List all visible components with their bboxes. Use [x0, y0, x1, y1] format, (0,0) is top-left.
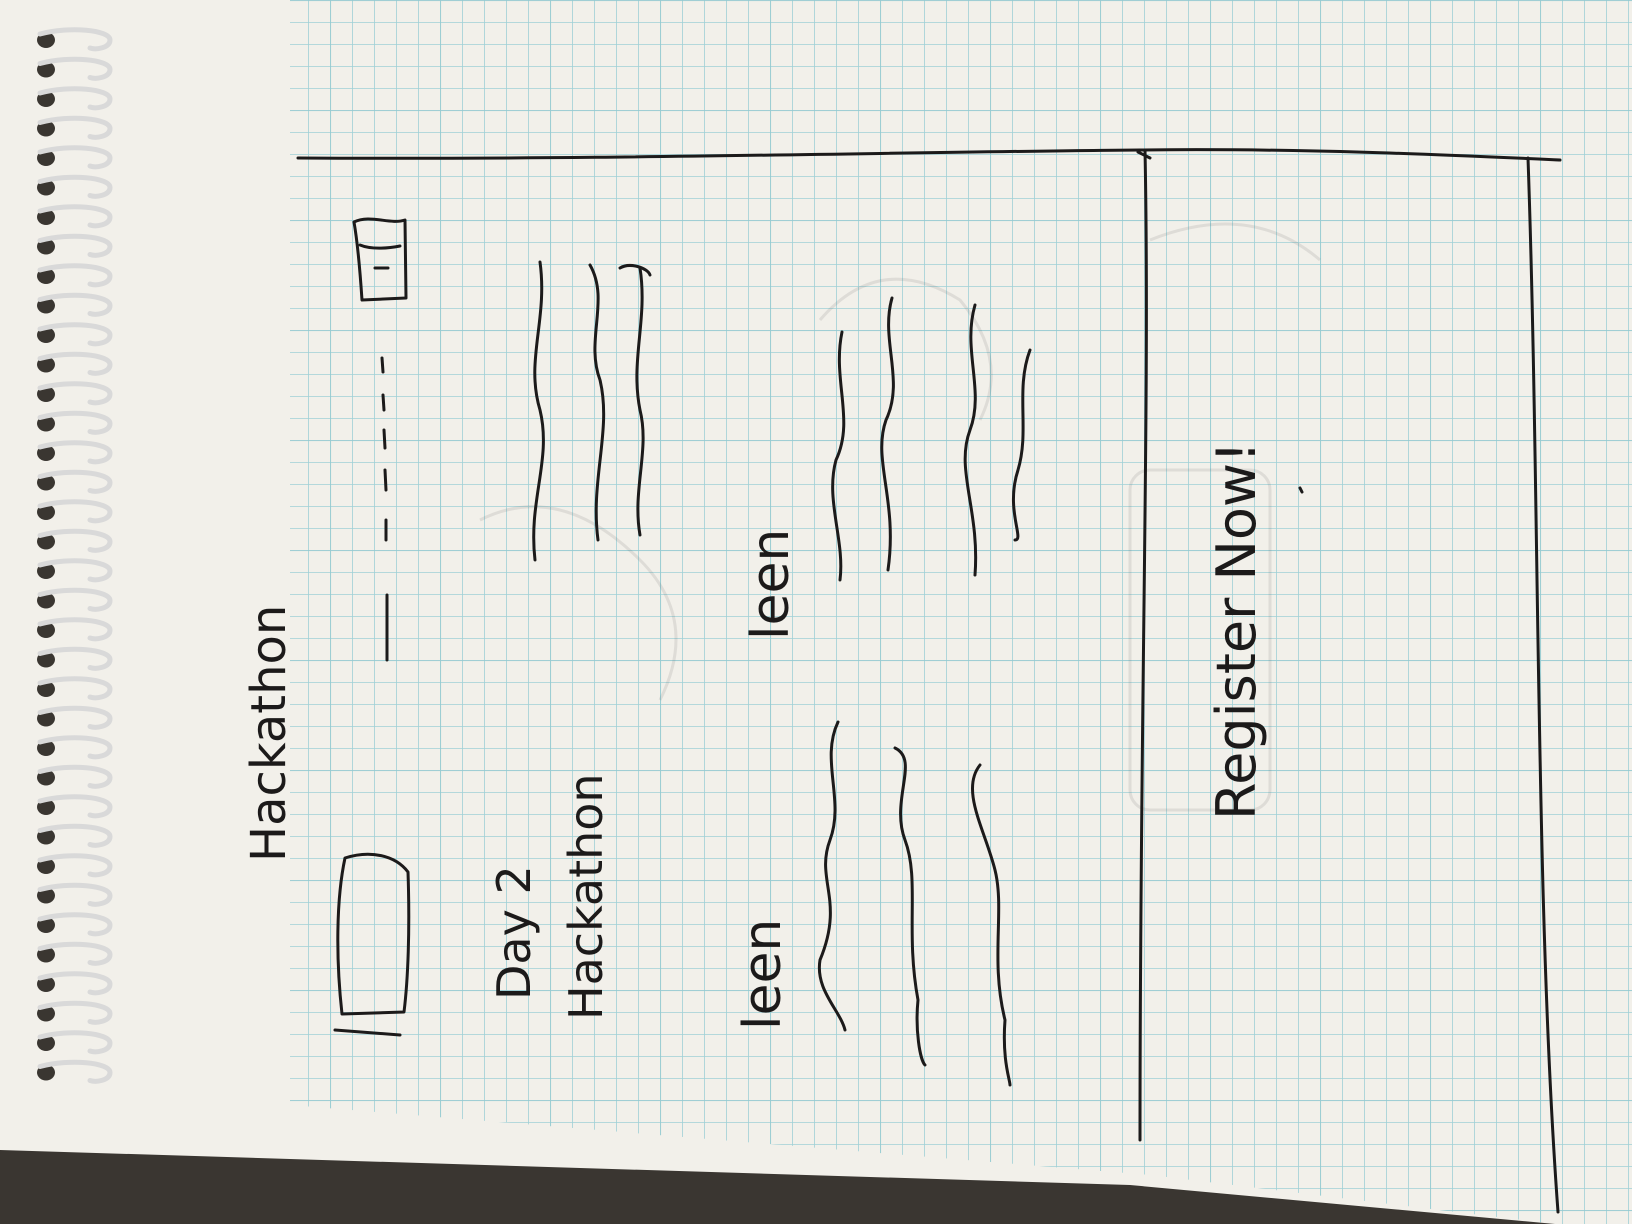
card-left-lines: [817, 720, 1012, 1087]
binding-coil: [37, 263, 113, 288]
binding-coil: [37, 1030, 113, 1055]
binding-coil: [37, 292, 113, 317]
binding-coil: [37, 1000, 113, 1025]
page-edge-line: [1526, 156, 1560, 1214]
binding-coil: [37, 676, 113, 701]
card-right-lines: [831, 296, 1032, 582]
card-left-word: leen: [733, 919, 793, 1030]
binding-coil: [37, 351, 113, 376]
event-title-line2: Hackathon: [559, 773, 613, 1020]
ghost-pencil-marks: [479, 222, 1321, 812]
binding-coil: [37, 705, 113, 730]
binding-coil: [37, 587, 113, 612]
event-title-line1: Day 2: [487, 865, 541, 1000]
handwritten-labels: Hackathon Day 2 Hackathon leen leen Regi…: [241, 441, 1268, 1030]
binding-coil: [37, 764, 113, 789]
cta-exclamation-dot: [1298, 486, 1304, 494]
binding-coil: [37, 27, 113, 52]
image-placeholder-icon: [352, 217, 408, 302]
binding-coil: [37, 86, 113, 111]
spiral-binding: [37, 27, 113, 1084]
section-divider-line: [1138, 148, 1148, 1142]
binding-coil: [37, 440, 113, 465]
register-now-button[interactable]: Register Now!: [1205, 441, 1268, 820]
binding-coil: [37, 469, 113, 494]
binding-coil: [37, 735, 113, 760]
binding-coil: [37, 204, 113, 229]
hero-image-placeholder: [333, 852, 411, 1037]
binding-coil: [37, 853, 113, 878]
binding-coil: [37, 617, 113, 642]
binding-coil: [37, 823, 113, 848]
binding-coil: [37, 322, 113, 347]
binding-coil: [37, 646, 113, 671]
binding-coil: [37, 115, 113, 140]
header-title: Hackathon: [241, 605, 297, 862]
binding-coil: [37, 56, 113, 81]
hamburger-menu-icon: [380, 356, 389, 662]
binding-coil: [37, 971, 113, 996]
description-lines-top: [532, 260, 652, 562]
binding-coil: [37, 558, 113, 583]
binding-coil: [37, 174, 113, 199]
binding-coil: [37, 794, 113, 819]
binding-coil: [37, 912, 113, 937]
header-divider-line: [296, 148, 1562, 162]
binding-coil: [37, 233, 113, 258]
binding-coil: [37, 499, 113, 524]
binding-coil: [37, 145, 113, 170]
binding-coil: [37, 882, 113, 907]
wireframe-sketch: [296, 148, 1562, 1214]
binding-coil: [37, 410, 113, 435]
binding-coil: [37, 528, 113, 553]
card-right-word: leen: [741, 529, 801, 640]
binding-coil: [37, 1059, 113, 1084]
binding-coil: [37, 941, 113, 966]
graph-grid: [290, 0, 1632, 1224]
binding-coil: [37, 381, 113, 406]
